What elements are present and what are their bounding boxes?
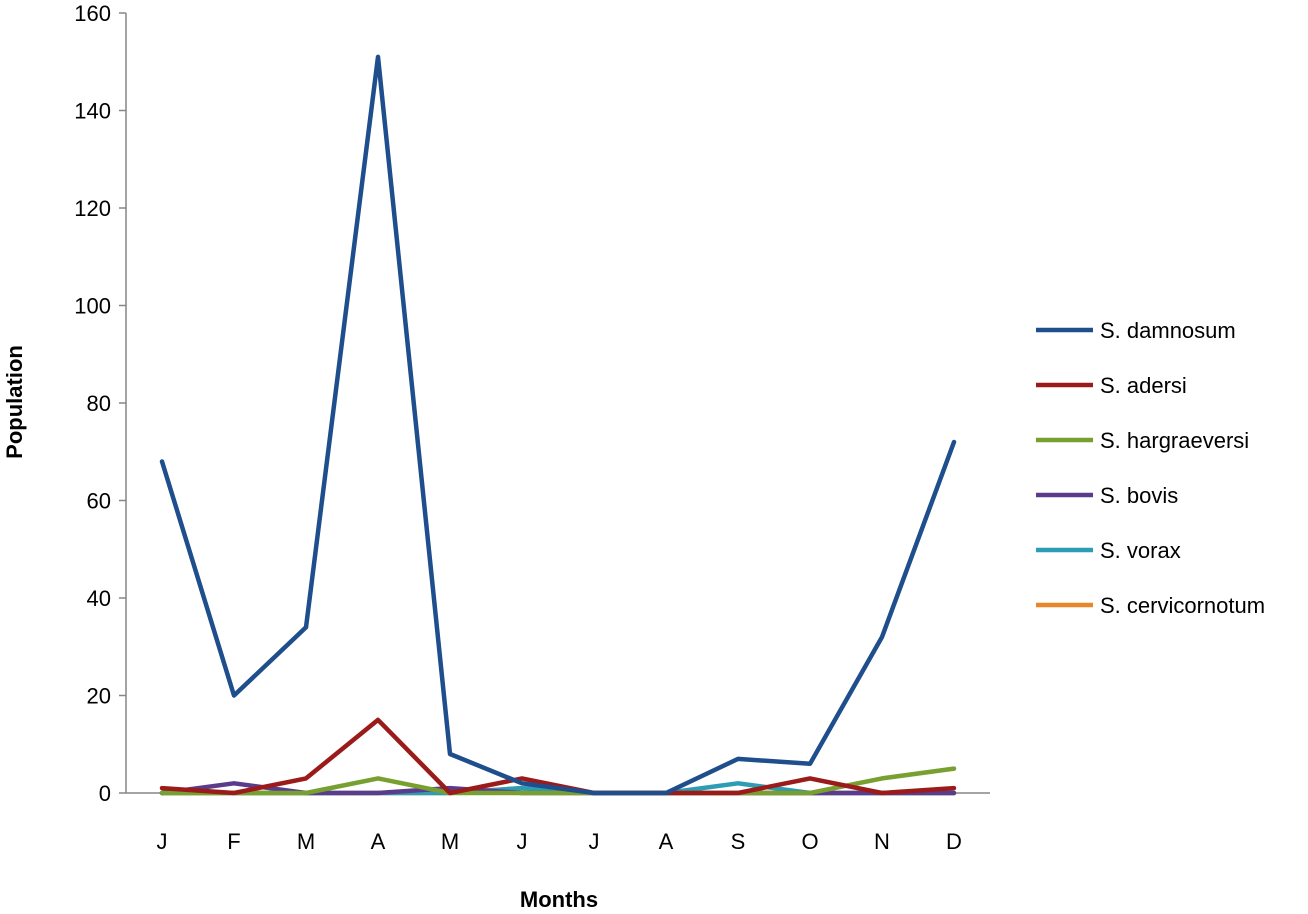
x-tick-label: J <box>589 829 600 854</box>
x-axis-title: Months <box>520 887 598 912</box>
legend-label: S. vorax <box>1100 538 1181 563</box>
y-tick-label: 120 <box>74 196 111 221</box>
legend: S. damnosum S. adersi S. hargraeversi S. bo… <box>1036 318 1265 618</box>
legend-label: S. adersi <box>1100 373 1187 398</box>
x-tick-label: A <box>371 829 386 854</box>
x-tick-label: J <box>157 829 168 854</box>
legend-label: S. bovis <box>1100 483 1178 508</box>
y-axis-title: Population <box>2 345 27 459</box>
x-tick-label: J <box>517 829 528 854</box>
series-line-1 <box>159 54 957 796</box>
y-tick-label: 80 <box>87 391 111 416</box>
legend-label: S. hargraeversi <box>1100 428 1249 453</box>
y-tick-label: 100 <box>74 294 111 319</box>
legend-label: S. damnosum <box>1100 318 1236 343</box>
series-line-3 <box>159 766 957 796</box>
y-tick-labels: 0 20 40 60 80 100 120 140 160 <box>74 1 126 806</box>
x-tick-label: N <box>874 829 890 854</box>
x-tick-label: M <box>441 829 459 854</box>
series-lines <box>159 54 957 796</box>
y-tick-label: 40 <box>87 586 111 611</box>
x-tick-label: M <box>297 829 315 854</box>
legend-label: S. cervicornotum <box>1100 593 1265 618</box>
x-tick-label: F <box>227 829 240 854</box>
series-line-2 <box>159 717 957 796</box>
y-tick-label: 140 <box>74 99 111 124</box>
x-tick-label: O <box>801 829 818 854</box>
y-tick-label: 60 <box>87 489 111 514</box>
y-tick-label: 0 <box>99 781 111 806</box>
x-tick-label: S <box>731 829 746 854</box>
y-tick-label: 20 <box>87 684 111 709</box>
y-tick-label: 160 <box>74 1 111 26</box>
x-tick-label: D <box>946 829 962 854</box>
x-tick-label: A <box>659 829 674 854</box>
